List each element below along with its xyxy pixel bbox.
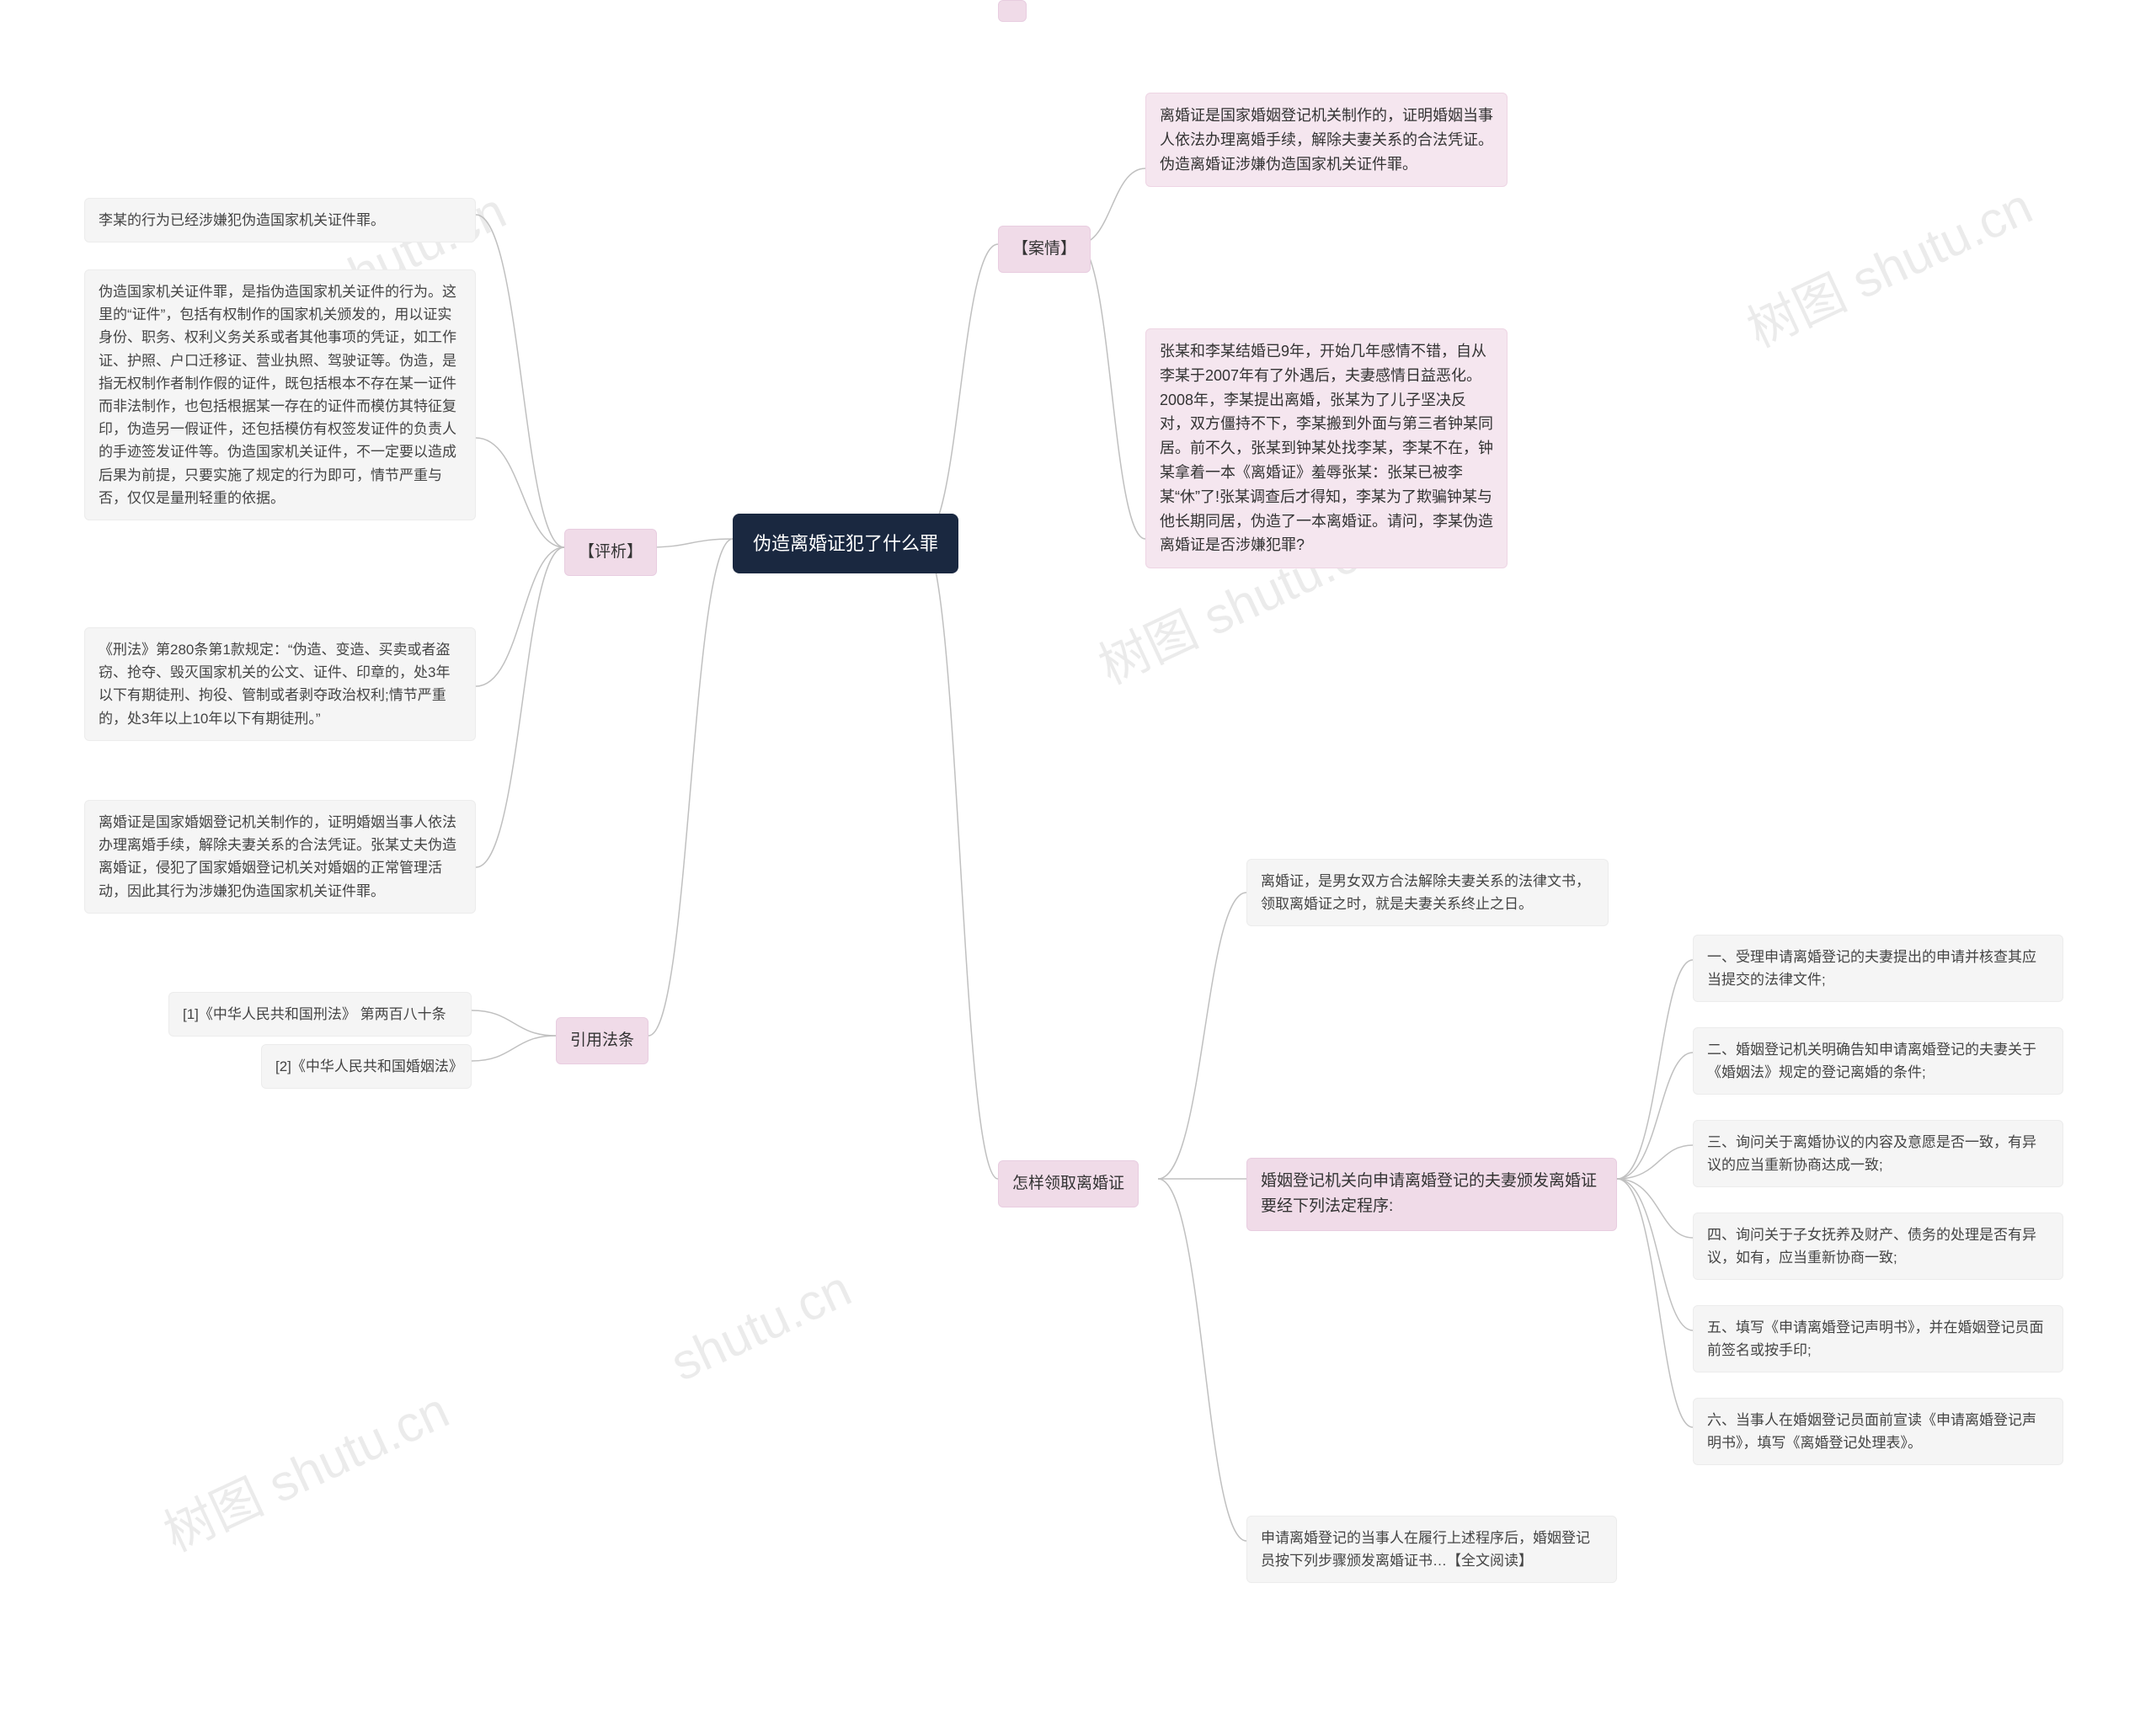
watermark: 树图 shutu.cn — [1734, 166, 2042, 361]
howto-p1: 离婚证，是男女双方合法解除夫妻关系的法律文书，领取离婚证之时，就是夫妻关系终止之… — [1246, 859, 1609, 926]
watermark: shutu.cn — [662, 1259, 860, 1392]
analysis-p2: 伪造国家机关证件罪，是指伪造国家机关证件的行为。这里的“证件”，包括有权制作的国… — [84, 269, 476, 520]
section-analysis: 【评析】 — [564, 529, 657, 576]
case-detail: 张某和李某结婚已9年，开始几年感情不错，自从李某于2007年有了外遇后，夫妻感情… — [1145, 328, 1508, 568]
section-howto: 怎样领取离婚证 — [998, 1160, 1139, 1207]
citation-1: [1]《中华人民共和国刑法》 第两百八十条 — [168, 992, 472, 1037]
howto-after: 申请离婚登记的当事人在履行上述程序后，婚姻登记员按下列步骤颁发离婚证书…【全文阅… — [1246, 1516, 1617, 1583]
howto-step-4: 四、询问关于子女抚养及财产、债务的处理是否有异议，如有，应当重新协商一致; — [1693, 1213, 2063, 1280]
citation-2: [2]《中华人民共和国婚姻法》 — [261, 1044, 472, 1089]
watermark: 树图 shutu.cn — [151, 1370, 459, 1565]
howto-step-2: 二、婚姻登记机关明确告知申请离婚登记的夫妻关于《婚姻法》规定的登记离婚的条件; — [1693, 1027, 2063, 1095]
case-summary: 离婚证是国家婚姻登记机关制作的，证明婚姻当事人依法办理离婚手续，解除夫妻关系的合… — [1145, 93, 1508, 187]
howto-step-1: 一、受理申请离婚登记的夫妻提出的申请并核查其应当提交的法律文件; — [1693, 935, 2063, 1002]
section-citation: 引用法条 — [556, 1017, 648, 1064]
root-node: 伪造离婚证犯了什么罪 — [733, 514, 958, 573]
analysis-p3: 《刑法》第280条第1款规定：“伪造、变造、买卖或者盗窃、抢夺、毁灭国家机关的公… — [84, 627, 476, 741]
howto-step-5: 五、填写《申请离婚登记声明书》，并在婚姻登记员面前签名或按手印; — [1693, 1305, 2063, 1373]
howto-step-3: 三、询问关于离婚协议的内容及意愿是否一致，有异议的应当重新协商达成一致; — [1693, 1120, 2063, 1187]
analysis-p4: 离婚证是国家婚姻登记机关制作的，证明婚姻当事人依法办理离婚手续，解除夫妻关系的合… — [84, 800, 476, 914]
section-case: 【案情】 — [998, 226, 1091, 273]
analysis-p1: 李某的行为已经涉嫌犯伪造国家机关证件罪。 — [84, 198, 476, 243]
howto-procedure-label: 婚姻登记机关向申请离婚登记的夫妻颁发离婚证要经下列法定程序: — [1246, 1158, 1617, 1231]
howto-step-6: 六、当事人在婚姻登记员面前宣读《申请离婚登记声明书》，填写《离婚登记处理表》。 — [1693, 1398, 2063, 1465]
